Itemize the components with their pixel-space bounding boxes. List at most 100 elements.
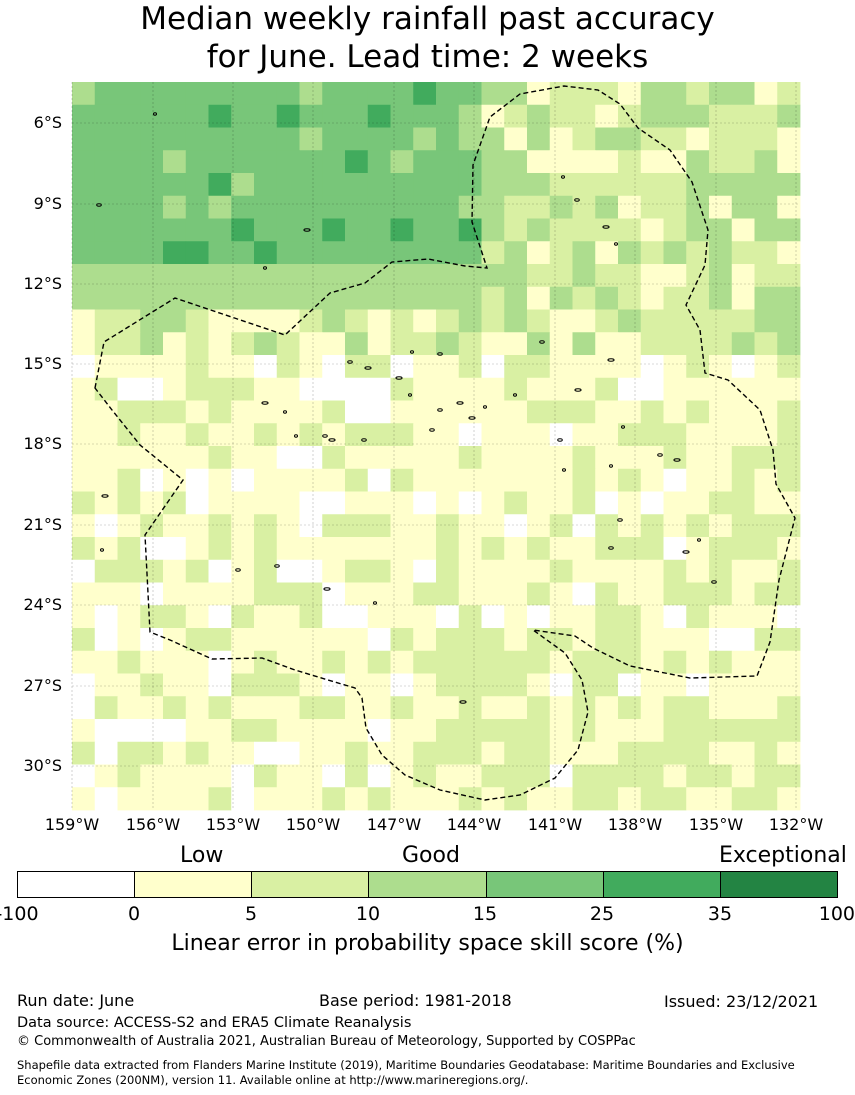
skill-cell <box>208 173 232 197</box>
skill-cell <box>595 582 619 606</box>
skill-cell <box>572 264 596 288</box>
skill-cell <box>549 241 573 265</box>
skill-cell <box>231 650 255 674</box>
skill-cell <box>686 377 710 401</box>
skill-cell <box>254 286 278 310</box>
skill-cell <box>117 650 141 674</box>
skill-cell <box>72 537 96 561</box>
shapefile-credit: Shapefile data extracted from Flanders M… <box>17 1058 795 1087</box>
skill-cell <box>72 173 96 197</box>
skill-cell <box>254 377 278 401</box>
skill-cell <box>572 82 596 106</box>
eez-boundary <box>94 85 796 801</box>
skill-cell <box>618 491 642 515</box>
skill-cell <box>94 82 118 106</box>
skill-cell <box>345 514 369 538</box>
skill-cell <box>185 582 209 606</box>
skill-cell <box>572 719 596 743</box>
skill-cell <box>322 332 346 356</box>
island-outline <box>361 438 367 442</box>
skill-cell <box>595 741 619 765</box>
skill-cell <box>595 423 619 447</box>
skill-cell <box>72 195 96 219</box>
skill-cell <box>618 446 642 470</box>
skill-cell <box>640 673 664 697</box>
skill-cell <box>436 286 460 310</box>
skill-cell <box>390 377 414 401</box>
skill-cell <box>72 650 96 674</box>
skill-cell <box>595 491 619 515</box>
skill-cell <box>231 150 255 174</box>
skill-cell <box>276 104 300 128</box>
skill-cell <box>436 377 460 401</box>
skill-cell <box>231 286 255 310</box>
skill-cell <box>709 264 733 288</box>
skill-cell <box>549 309 573 333</box>
skill-cell <box>686 355 710 379</box>
skill-cell <box>731 82 755 106</box>
skill-cell <box>94 468 118 492</box>
skill-cell <box>367 537 391 561</box>
skill-cell <box>504 764 528 788</box>
skill-cell <box>481 582 505 606</box>
skill-cell <box>94 628 118 652</box>
skill-cell <box>686 764 710 788</box>
skill-cell <box>140 741 164 765</box>
skill-cell <box>72 673 96 697</box>
skill-cell <box>185 423 209 447</box>
skill-cell <box>640 650 664 674</box>
skill-cell <box>549 491 573 515</box>
skill-cell <box>686 264 710 288</box>
skill-cell <box>208 127 232 151</box>
skill-cell <box>276 582 300 606</box>
skill-cell <box>276 719 300 743</box>
skill-cell <box>640 514 664 538</box>
skill-cell <box>390 696 414 720</box>
skill-cell <box>254 605 278 629</box>
skill-cell <box>390 605 414 629</box>
skill-cell <box>72 787 96 811</box>
skill-cell <box>322 650 346 674</box>
colorbar-tick: 10 <box>355 903 381 925</box>
skill-cell <box>527 537 551 561</box>
skill-cell <box>481 650 505 674</box>
skill-cell <box>481 241 505 265</box>
skill-cell <box>140 195 164 219</box>
skill-cell <box>572 104 596 128</box>
skill-cell <box>709 741 733 765</box>
skill-cell <box>390 628 414 652</box>
skill-cell <box>436 696 460 720</box>
skill-cell <box>458 423 482 447</box>
skill-cell <box>754 787 778 811</box>
skill-cell <box>572 400 596 424</box>
island-outline <box>539 340 545 344</box>
skill-cell <box>527 150 551 174</box>
skill-cell <box>72 741 96 765</box>
skill-cell <box>527 173 551 197</box>
skill-cell <box>458 400 482 424</box>
skill-cell <box>72 423 96 447</box>
skill-cell <box>276 605 300 629</box>
skill-cell <box>322 446 346 470</box>
skill-cell <box>572 537 596 561</box>
skill-cell <box>117 332 141 356</box>
skill-cell <box>686 605 710 629</box>
skill-cell <box>299 446 323 470</box>
skill-cell <box>185 355 209 379</box>
skill-cell <box>322 104 346 128</box>
skill-cell <box>231 582 255 606</box>
skill-cell <box>390 764 414 788</box>
skill-cell <box>345 264 369 288</box>
skill-cell <box>367 400 391 424</box>
skill-cell <box>72 218 96 242</box>
skill-cell <box>208 218 232 242</box>
skill-cell <box>163 514 187 538</box>
skill-cell <box>117 150 141 174</box>
skill-cell <box>208 468 232 492</box>
skill-cell <box>117 741 141 765</box>
skill-cell <box>663 764 687 788</box>
skill-cell <box>549 537 573 561</box>
skill-cell <box>640 377 664 401</box>
skill-cell <box>663 127 687 151</box>
